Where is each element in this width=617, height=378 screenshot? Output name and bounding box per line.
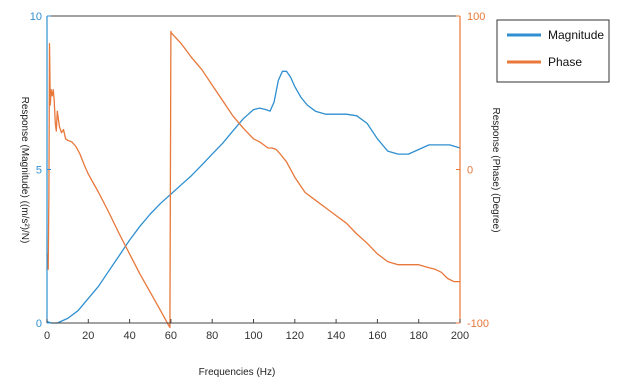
x-tick-label: 60 — [165, 330, 177, 342]
x-tick-label: 180 — [410, 330, 428, 342]
series-layer — [46, 30, 461, 329]
y-right-tick-label: -100 — [467, 318, 489, 330]
x-tick-label: 20 — [82, 330, 94, 342]
x-tick-label: 200 — [451, 330, 469, 342]
y-right-tick-label: 100 — [467, 11, 485, 23]
x-tick-label: 0 — [44, 330, 50, 342]
legend-label-magnitude: Magnitude — [548, 28, 604, 42]
y-right-axis-label: Response (Phase) (Degree) — [490, 107, 501, 232]
x-tick-label: 80 — [206, 330, 218, 342]
legend-box — [496, 19, 610, 83]
legend-label-phase: Phase — [548, 55, 582, 69]
x-tick-label: 120 — [286, 330, 304, 342]
y-left-tick-label: 10 — [30, 11, 42, 23]
y-left-tick-label: 0 — [36, 318, 42, 330]
series-line-phase — [46, 30, 460, 329]
y-left-axis-label: Response (Magnitude) ((m/s²)/N) — [19, 97, 30, 244]
y-left-tick-label: 5 — [36, 165, 42, 177]
x-tick-label: 160 — [368, 330, 386, 342]
x-axis-label: Frequencies (Hz) — [199, 367, 276, 378]
x-tick-label: 100 — [244, 330, 262, 342]
x-tick-label: 140 — [327, 330, 345, 342]
legend: Magnitude Phase — [496, 19, 610, 83]
x-tick-label: 40 — [123, 330, 135, 342]
tick-layer: 0 20 40 60 80 100 120 140 160 180 200 0 5 10 -100 0 100 — [30, 11, 489, 342]
series-line-magnitude — [46, 70, 461, 324]
plot-area — [47, 16, 460, 323]
y-right-tick-label: 0 — [467, 165, 473, 177]
